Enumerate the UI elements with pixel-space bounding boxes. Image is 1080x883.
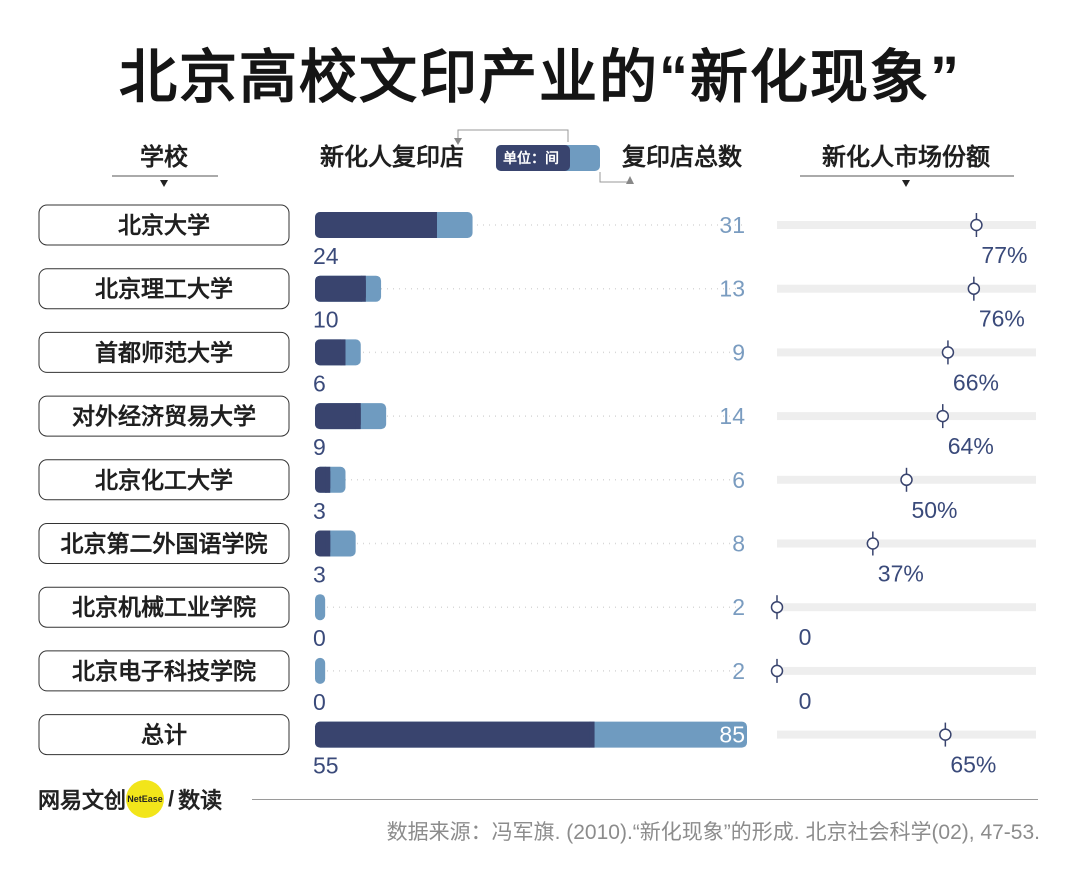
unit-label: 单位：间 <box>503 150 559 166</box>
header-share-arrow-icon <box>902 180 910 187</box>
school-label: 首都师范大学 <box>95 339 233 365</box>
share-track <box>777 730 1036 739</box>
total-shops-label: 9 <box>732 339 745 365</box>
share-label: 37% <box>878 561 924 587</box>
footer-brand: 网易文创 NetEase / 数读 <box>38 780 222 818</box>
total-shops-label: 31 <box>719 212 745 238</box>
new-bar <box>315 275 366 302</box>
school-pill <box>38 714 290 756</box>
school-label: 北京机械工业学院 <box>72 594 256 620</box>
school-pill <box>38 459 290 501</box>
school-label: 北京理工大学 <box>95 276 233 302</box>
share-track <box>777 539 1036 548</box>
school-pill <box>38 204 290 246</box>
header-share: 新化人市场份额 <box>822 143 990 171</box>
new-bar <box>315 212 437 238</box>
brand-name: 网易文创 <box>38 788 127 813</box>
new-shops-label: 6 <box>313 370 326 396</box>
total-shops-label: 2 <box>732 658 745 684</box>
total-shops-label: 13 <box>719 276 745 302</box>
school-pill <box>38 331 290 373</box>
brand-sub: 数读 <box>178 788 223 813</box>
new-bar-square-end <box>589 721 595 748</box>
share-track <box>777 603 1036 612</box>
share-label: 77% <box>981 242 1027 268</box>
new-bar-square-end <box>325 530 331 557</box>
share-label: 65% <box>950 752 996 778</box>
school-label: 北京第二外国语学院 <box>61 531 268 557</box>
share-marker <box>866 537 880 550</box>
legend-arrow-up-icon <box>626 176 634 184</box>
share-label: 76% <box>979 306 1025 332</box>
new-shops-label: 3 <box>313 562 326 588</box>
header-total-shops: 复印店总数 <box>621 143 743 171</box>
school-pill <box>38 395 290 437</box>
share-track <box>777 284 1036 293</box>
legend-new-swatch <box>496 145 570 171</box>
brand-slash: / <box>168 786 175 811</box>
school-label: 北京电子科技学院 <box>72 658 256 684</box>
new-bar-square-end <box>340 339 346 366</box>
header-school: 学校 <box>140 143 189 171</box>
total-bar <box>315 657 326 684</box>
share-marker <box>770 664 784 678</box>
share-label: 0 <box>799 624 812 650</box>
chart: 学校 新化人复印店 单位：间 复印店总数 新化人市场份额 北京大学 24 31 77%… <box>38 129 1036 779</box>
total-shops-label: 6 <box>732 467 745 493</box>
total-shops-label: 85 <box>719 722 745 748</box>
share-track <box>777 348 1036 357</box>
share-label: 0 <box>799 688 812 714</box>
share-track <box>777 666 1036 675</box>
new-bar-square-end <box>431 212 437 238</box>
school-pill <box>38 268 290 310</box>
legend-bracket-bottom <box>599 172 631 183</box>
footer-divider <box>252 799 1038 800</box>
share-marker <box>770 600 784 614</box>
chart-rows: 北京大学 24 31 77% 北京理工大学 10 13 76% 首都师范大学 6 9 66% 对外经济贸… <box>38 204 1036 779</box>
new-bar <box>315 721 595 748</box>
school-pill <box>38 586 290 628</box>
share-marker <box>970 218 983 232</box>
new-shops-label: 55 <box>313 753 339 779</box>
header-new-shops: 新化人复印店 <box>320 143 464 171</box>
legend-arrow-down-icon <box>454 138 462 145</box>
new-bar <box>315 339 346 366</box>
total-shops-label: 8 <box>732 531 745 557</box>
share-track <box>777 221 1036 229</box>
share-marker <box>936 409 950 423</box>
unit-legend: 单位：间 <box>454 129 634 184</box>
school-pill <box>38 650 290 692</box>
data-source: 数据来源：冯军旗. (2010).“新化现象”的形成. 北京社会科学(02), … <box>386 821 1040 844</box>
school-label: 对外经济贸易大学 <box>72 403 256 429</box>
total-shops-label: 2 <box>732 594 745 620</box>
share-label: 50% <box>911 497 957 523</box>
school-label: 总计 <box>141 722 187 748</box>
new-shops-label: 24 <box>313 243 339 269</box>
share-marker <box>900 473 913 487</box>
share-track <box>777 412 1036 421</box>
legend-bracket-top <box>457 129 569 142</box>
school-label: 北京化工大学 <box>95 467 233 493</box>
header-school-arrow-icon <box>160 180 168 187</box>
share-label: 64% <box>948 433 994 459</box>
chart-title: 北京高校文印产业的“新化现象” <box>118 45 961 110</box>
new-shops-label: 0 <box>313 625 326 651</box>
new-shops-label: 9 <box>313 434 326 460</box>
share-marker <box>941 346 955 359</box>
new-shops-label: 10 <box>313 307 339 333</box>
new-shops-label: 0 <box>313 689 326 715</box>
new-bar-square-end <box>360 275 366 302</box>
school-label: 北京大学 <box>118 212 210 238</box>
new-bar-square-end <box>325 466 331 493</box>
new-bar <box>315 403 361 430</box>
school-pill <box>38 523 290 564</box>
brand-badge: NetEase <box>126 780 165 818</box>
share-marker <box>967 282 981 295</box>
new-bar-square-end <box>355 403 361 430</box>
total-bar <box>315 594 326 621</box>
share-marker <box>939 728 952 741</box>
total-shops-label: 14 <box>719 403 745 429</box>
share-label: 66% <box>953 369 999 395</box>
new-shops-label: 3 <box>313 498 326 524</box>
